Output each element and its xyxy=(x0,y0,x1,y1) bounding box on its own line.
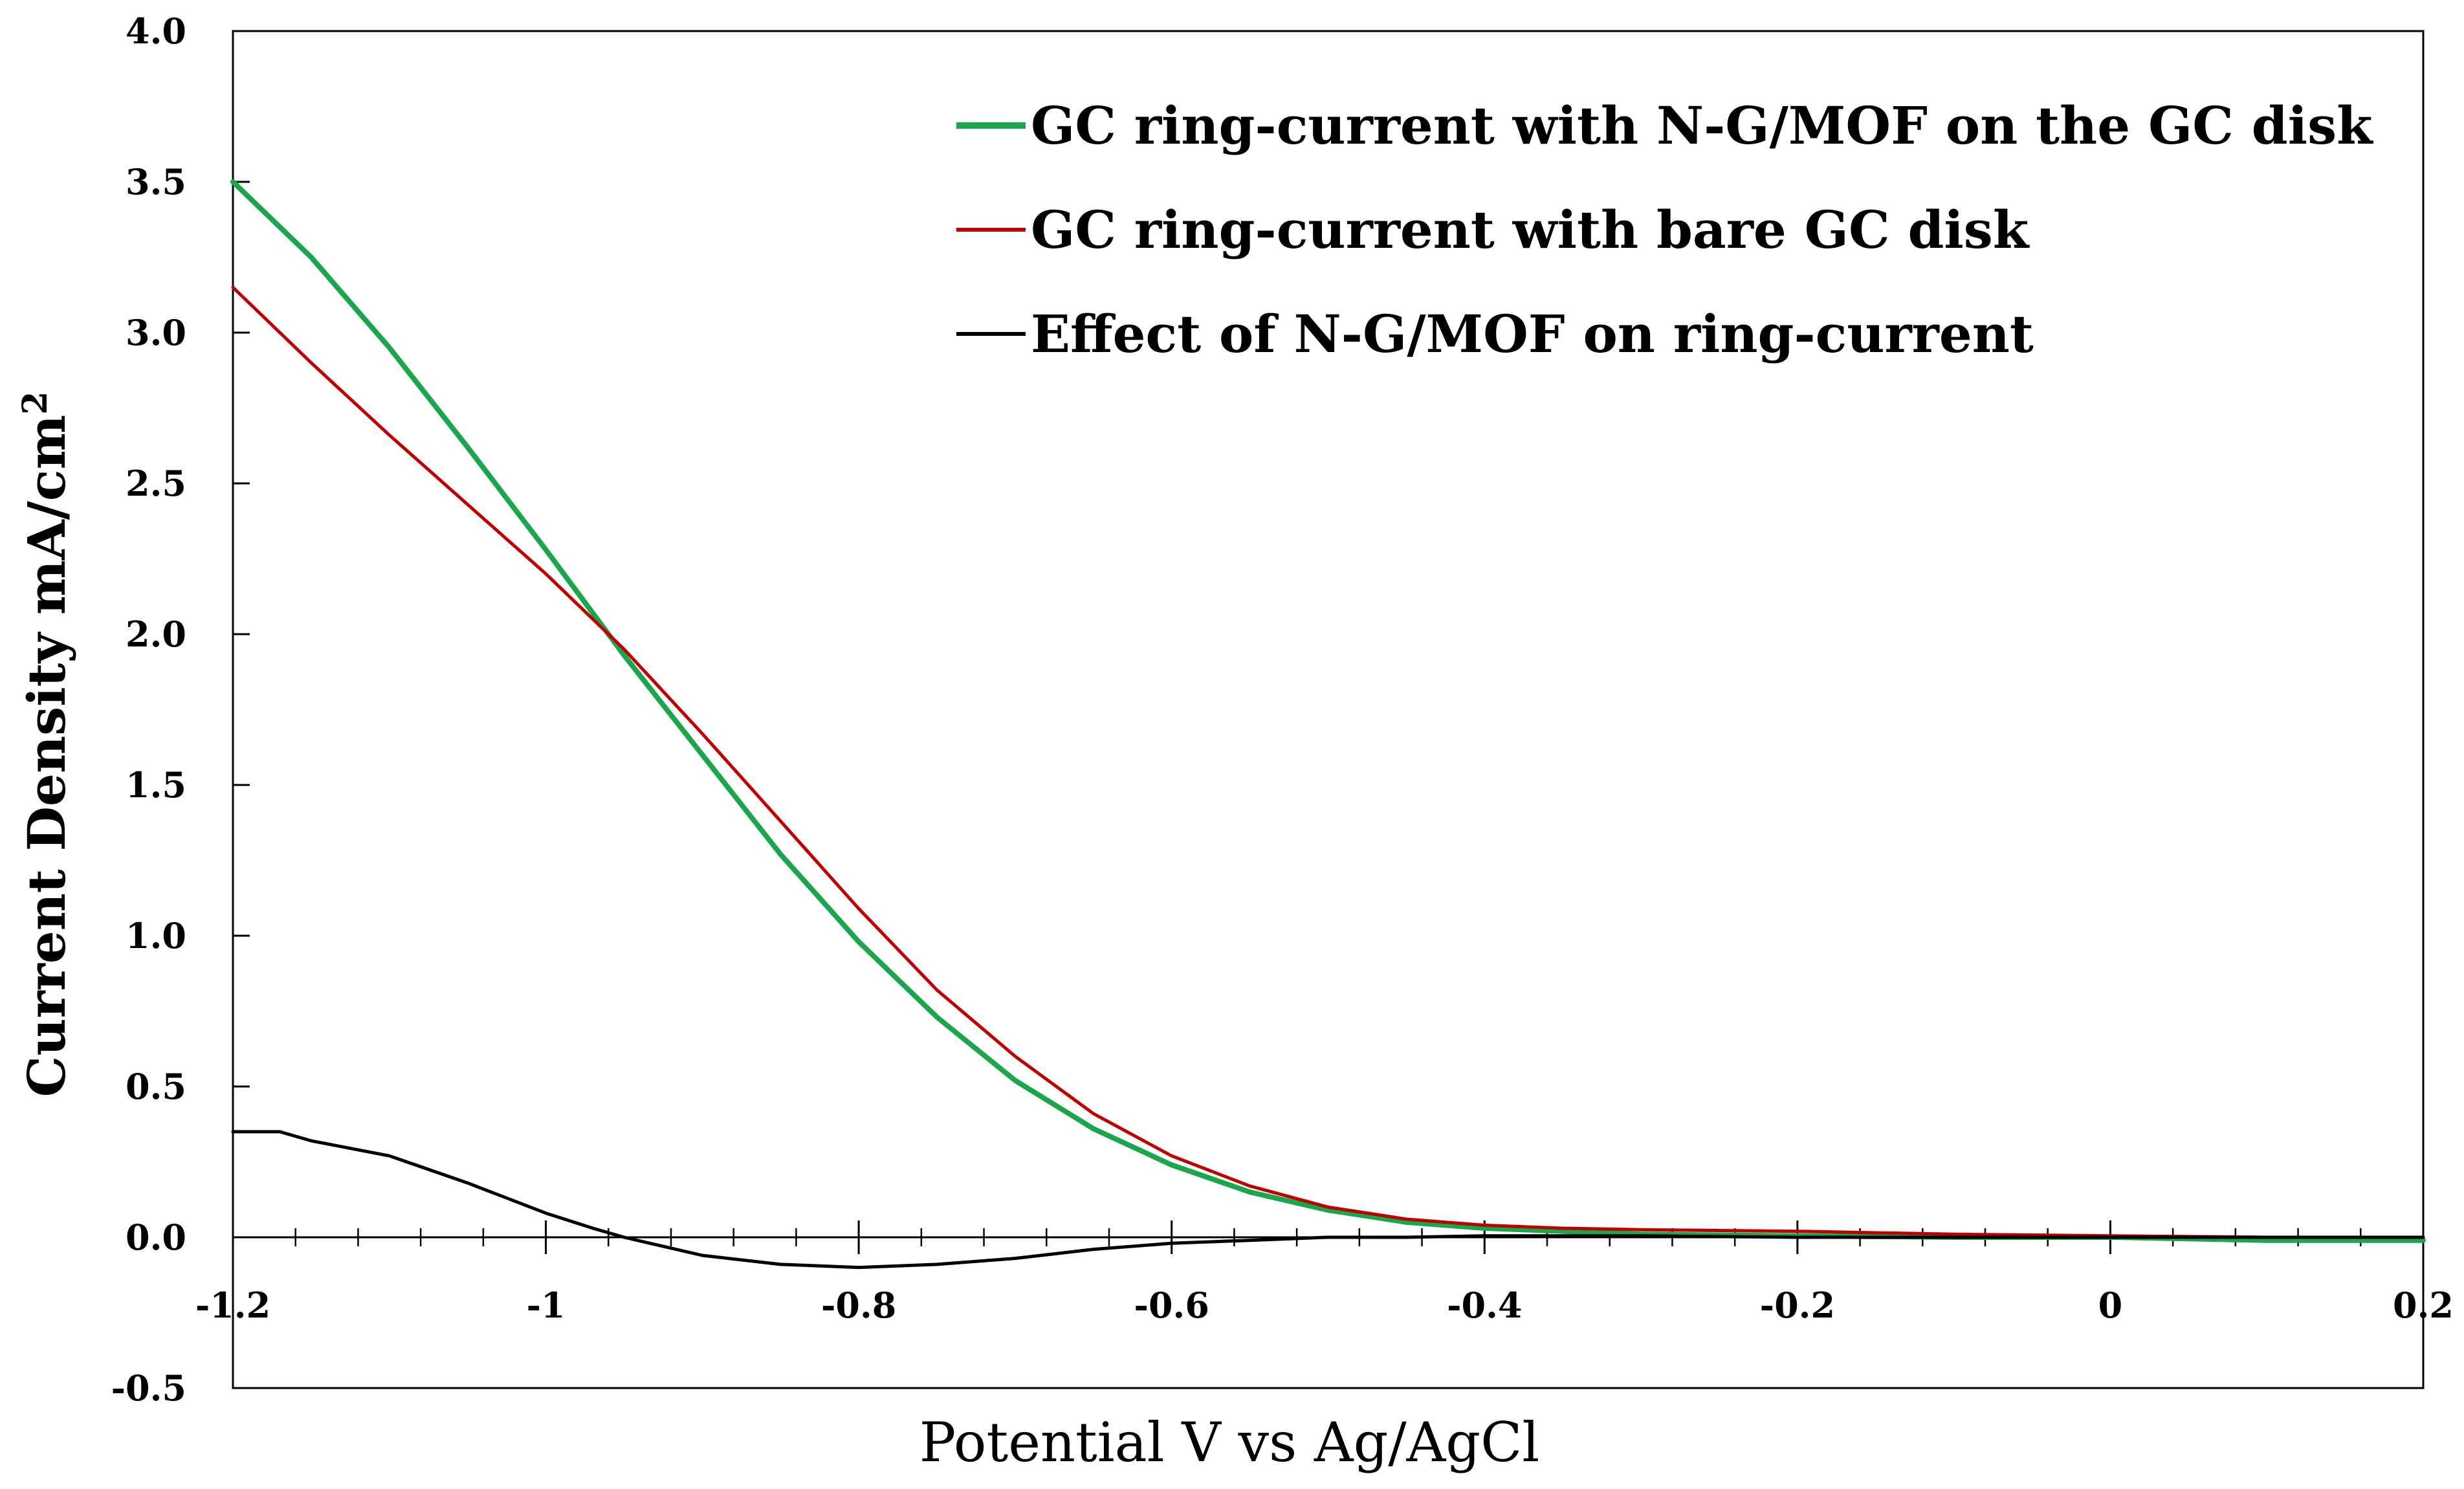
y-tick-label: 0.5 xyxy=(126,1066,186,1107)
y-tick-label: 3.0 xyxy=(126,312,186,353)
series-lines xyxy=(230,179,2426,1270)
x-tick-label: -0.8 xyxy=(821,1285,896,1326)
series-line-3 xyxy=(231,1130,2425,1270)
y-tick-label: 2.5 xyxy=(126,463,186,504)
y-axis-title: Current Density mA/cm2 xyxy=(16,392,77,1097)
x-tick-label: 0 xyxy=(2098,1285,2123,1326)
y-tick-label: -0.5 xyxy=(111,1367,186,1409)
y-axis-title-main: Current Density mA/cm xyxy=(16,415,77,1097)
x-tick-label: -1 xyxy=(527,1285,566,1326)
y-tick-label: 3.5 xyxy=(126,161,186,203)
y-tick-label: 4.0 xyxy=(126,10,186,52)
y-tick-label: 1.0 xyxy=(126,915,186,956)
legend: GC ring-current with N-G/MOF on the GC d… xyxy=(956,95,2373,364)
plot-area-border xyxy=(232,30,2425,1389)
x-tick-label: -0.4 xyxy=(1447,1285,1522,1326)
x-axis-title: Potential V vs Ag/AgCl xyxy=(919,1411,1539,1474)
legend-label-3: Effect of N-G/MOF on ring-current xyxy=(1031,303,2034,364)
y-tick-label: 0.0 xyxy=(126,1217,186,1258)
legend-label-1: GC ring-current with N-G/MOF on the GC d… xyxy=(1031,95,2373,156)
y-tick-label: 1.5 xyxy=(126,764,186,806)
x-tick-label: -1.2 xyxy=(195,1285,270,1326)
series-line-2 xyxy=(231,285,2425,1239)
y-tick-label: 2.0 xyxy=(126,613,186,655)
plot-frame xyxy=(232,30,2425,1389)
x-tick-label: 0.2 xyxy=(2393,1285,2454,1326)
x-tick-label: -0.2 xyxy=(1760,1285,1835,1326)
x-tick-label: -0.6 xyxy=(1134,1285,1209,1326)
legend-label-2: GC ring-current with bare GC disk xyxy=(1031,199,2030,260)
y-axis-title-superscript: 2 xyxy=(16,392,55,415)
